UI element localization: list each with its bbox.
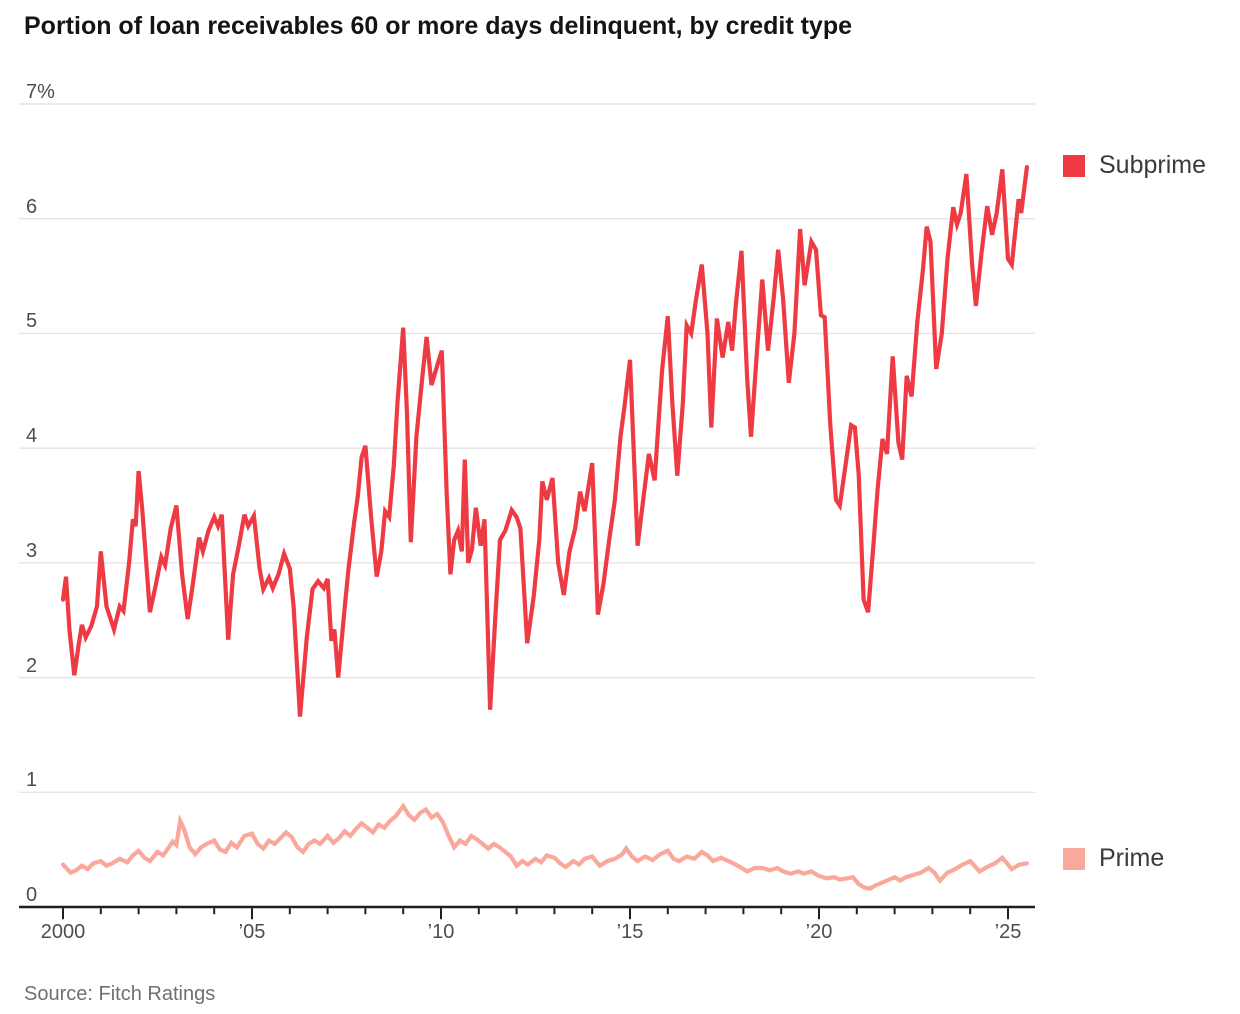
- prime-swatch-icon: [1063, 847, 1085, 870]
- legend-prime: Prime: [1063, 844, 1164, 873]
- y-tick-label-6: 6: [26, 195, 38, 218]
- series-line-subprime: [60, 165, 1030, 717]
- y-tick-label-4: 4: [26, 425, 38, 448]
- y-tick-label-7: 7%: [26, 81, 55, 103]
- y-tick-label-1: 1: [26, 769, 38, 792]
- x-tick-label-2000: 2000: [40, 921, 86, 943]
- x-tick-label-2020: ’20: [805, 921, 833, 943]
- x-tick-label-2005: ’05: [238, 921, 266, 943]
- subprime-swatch-icon: [1063, 154, 1085, 177]
- series-line-prime: [60, 802, 1030, 891]
- y-tick-label-5: 5: [26, 310, 38, 333]
- chart-title: Portion of loan receivables 60 or more d…: [24, 12, 853, 40]
- y-tick-label-3: 3: [26, 539, 38, 562]
- x-tick-label-2010: ’10: [427, 921, 455, 943]
- legend-subprime-label: Subprime: [1099, 151, 1206, 179]
- source-note: Source: Fitch Ratings: [24, 983, 216, 1005]
- legend-prime-label: Prime: [1099, 844, 1165, 872]
- y-tick-label-0: 0: [26, 884, 38, 906]
- legend-subprime: Subprime: [1063, 151, 1206, 180]
- y-tick-label-2: 2: [26, 654, 38, 677]
- x-tick-label-2015: ’15: [616, 921, 644, 943]
- x-tick-label-2025: ’25: [994, 921, 1022, 943]
